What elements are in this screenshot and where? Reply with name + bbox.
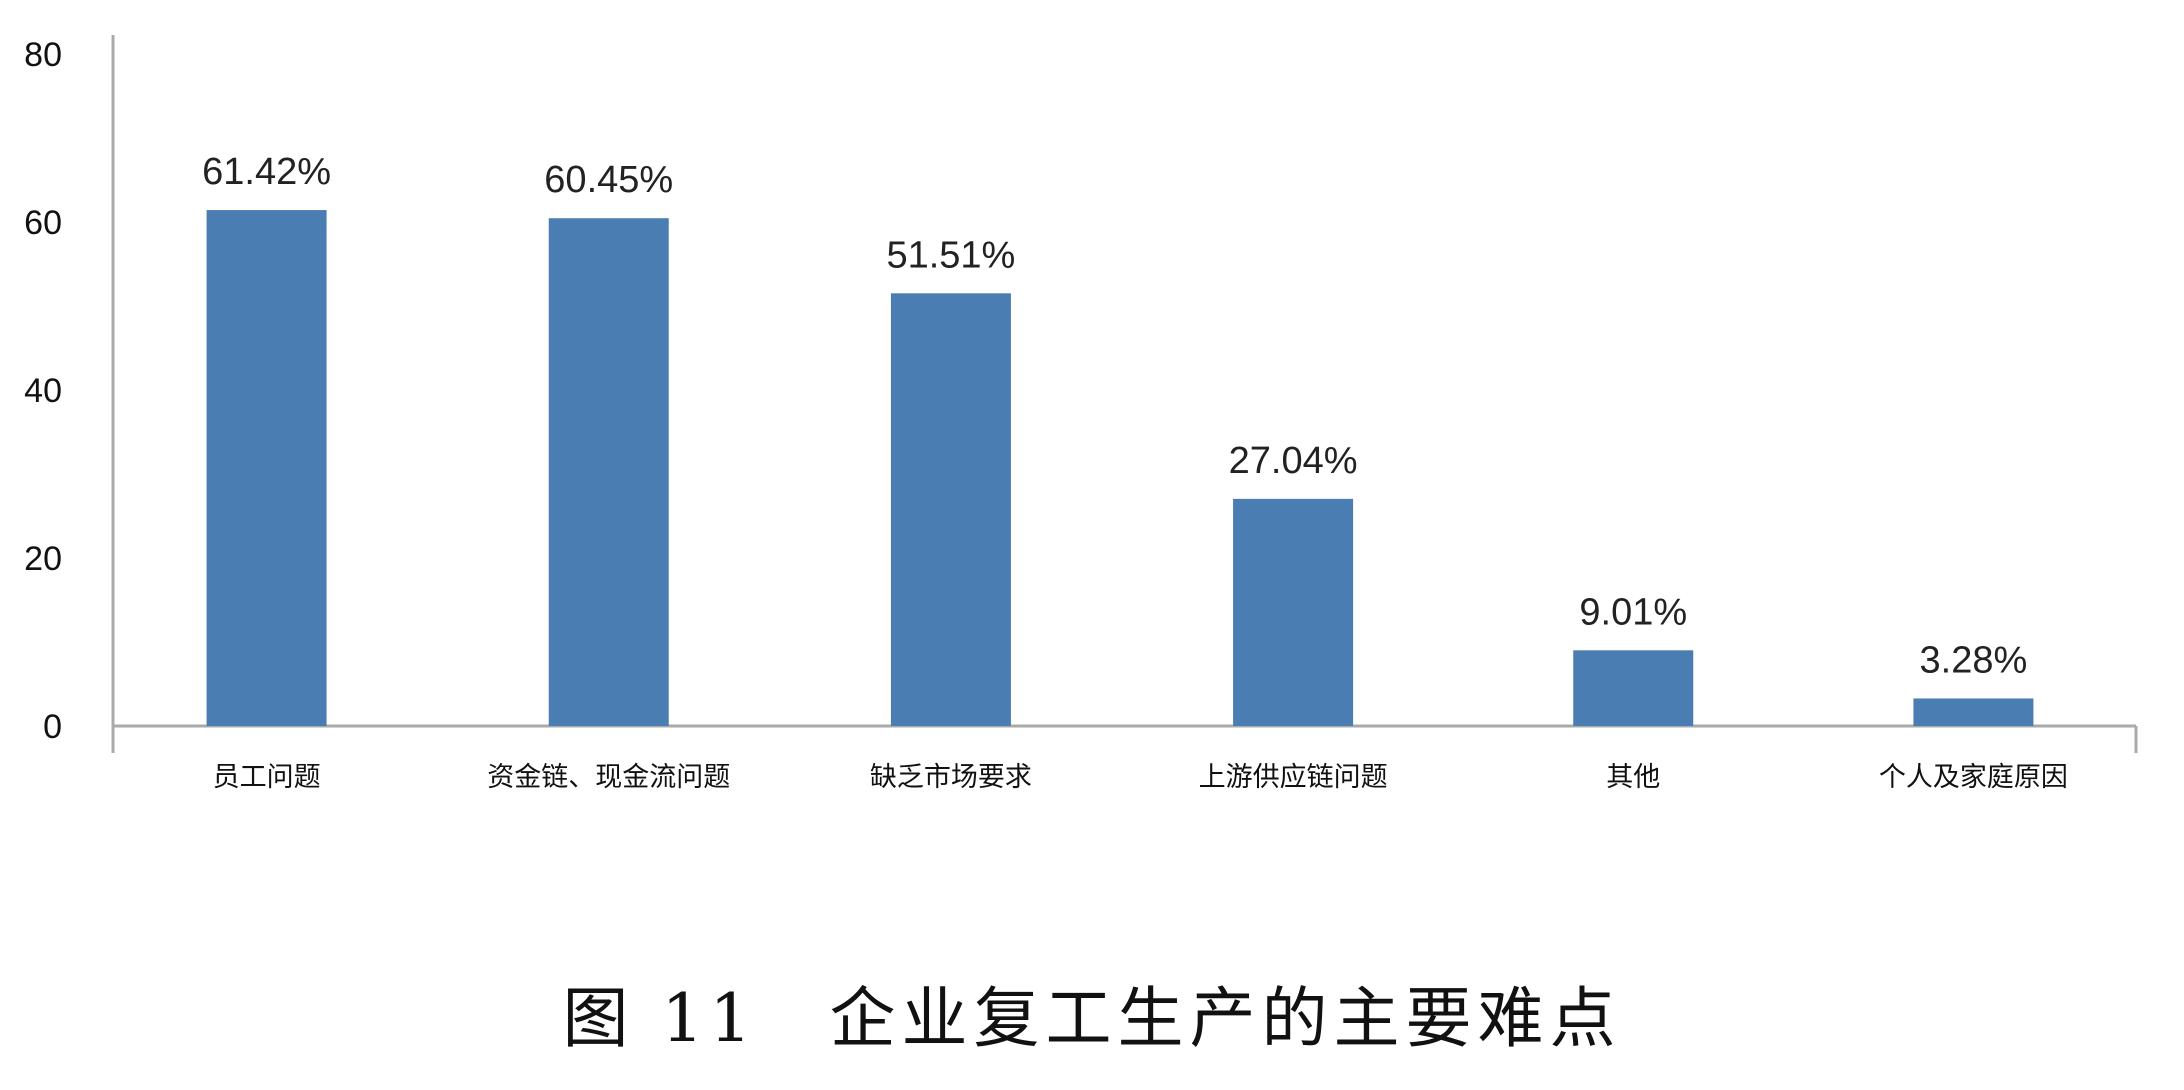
y-tick-label: 40	[24, 372, 62, 410]
y-tick-label: 60	[24, 204, 62, 242]
figure-title: 图 11 企业复工生产的主要难点	[562, 980, 1622, 1057]
data-label: 27.04%	[1229, 440, 1358, 482]
x-tick-label: 员工问题	[213, 762, 321, 793]
y-tick-label: 20	[24, 540, 62, 578]
x-tick-label: 其他	[1606, 762, 1660, 793]
data-label: 60.45%	[544, 159, 673, 201]
y-tick-label: 0	[43, 708, 62, 746]
data-label: 3.28%	[1920, 639, 2028, 681]
bar	[1233, 498, 1354, 726]
x-tick-label: 上游供应链问题	[1199, 762, 1388, 793]
bar	[206, 210, 327, 726]
bar	[548, 218, 669, 726]
data-label: 9.01%	[1579, 591, 1687, 633]
bar	[890, 293, 1011, 726]
bar-chart: 0 20 40 60 80 61.42% 员工问题 60.45% 资金链、现金流问题 51.51%…	[24, 35, 2138, 793]
x-tick-label: 个人及家庭原因	[1879, 762, 2068, 793]
bar	[1573, 650, 1694, 726]
x-tick-label: 缺乏市场要求	[870, 762, 1032, 793]
data-label: 51.51%	[886, 234, 1015, 276]
y-tick-label: 80	[24, 36, 62, 74]
x-tick-label: 资金链、现金流问题	[487, 762, 730, 793]
data-label: 61.42%	[202, 151, 331, 193]
bar	[1913, 698, 2034, 726]
